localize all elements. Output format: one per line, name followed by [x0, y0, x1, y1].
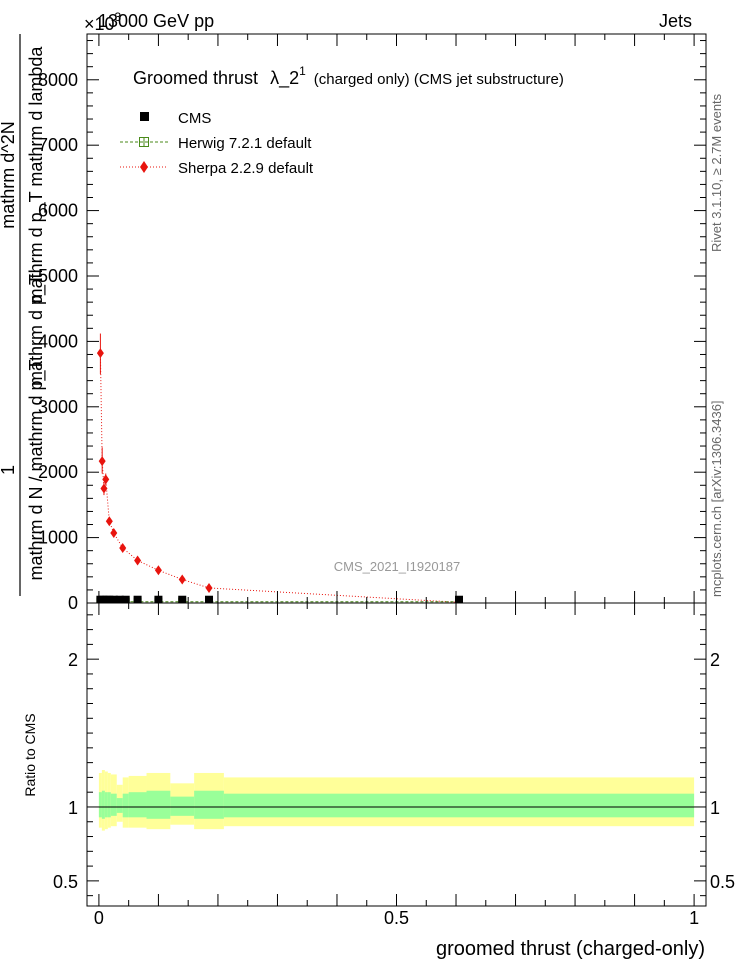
ratio-y-tick-label: 0.5 [53, 872, 78, 892]
ratio-y-tick-label: 2 [68, 650, 78, 670]
ratio-y-tick-label-right: 1 [710, 798, 720, 818]
x-tick-label: 0 [94, 908, 104, 928]
stat-uncertainty-band [170, 797, 194, 816]
mcplots-label: mcplots.cern.ch [arXiv:1306.3436] [709, 400, 724, 597]
svg-text:mathrm d N / mathrm d p_T: mathrm d N / mathrm d p_T [26, 359, 47, 580]
y-tick-label: 0 [68, 593, 78, 613]
stat-uncertainty-band [129, 792, 147, 817]
ratio-axis-label: Ratio to CMS [22, 713, 38, 796]
chart-canvas: 13000 GeV pp Jets ×103 01000200030004000… [0, 0, 746, 972]
stat-uncertainty-band [147, 791, 171, 819]
svg-text:mathrm d p_T: mathrm d p_T [26, 274, 47, 386]
stat-uncertainty-band [105, 792, 108, 817]
sherpa-point [155, 565, 162, 575]
sherpa-point [97, 348, 104, 358]
svg-text:1: 1 [0, 465, 18, 475]
ratio-y-tick-label: 1 [68, 798, 78, 818]
sherpa-point [119, 543, 126, 553]
stat-uncertainty-band [194, 791, 224, 819]
ratio-y-tick-label-right: 0.5 [710, 872, 735, 892]
x-tick-label: 1 [689, 908, 699, 928]
sherpa-point [106, 516, 113, 526]
legend-marker-cms [140, 112, 149, 121]
stat-uncertainty-band [102, 791, 105, 819]
stat-uncertainty-band [123, 794, 129, 818]
stat-uncertainty-band [111, 794, 117, 816]
ratio-y-tick-label-right: 2 [710, 650, 720, 670]
x-axis-label: groomed thrust (charged-only) [436, 938, 705, 960]
sherpa-point [179, 574, 186, 584]
sherpa-point [110, 528, 117, 538]
legend-marker-sherpa [140, 161, 148, 173]
plot-title: Groomed thrust λ_21 (charged only) (CMS je… [133, 64, 564, 89]
legend-label-sherpa: Sherpa 2.2.9 default [178, 160, 314, 177]
x-tick-label: 0.5 [384, 908, 409, 928]
legend-label-cms: CMS [178, 110, 211, 127]
svg-text:mathrm d p_T mathrm d lambda: mathrm d p_T mathrm d lambda [26, 46, 47, 304]
y-axis-label: 1 mathrm d N / mathrm d p_T mathrm d^2N … [0, 34, 47, 596]
header-jets: Jets [659, 11, 692, 31]
stat-uncertainty-band [224, 794, 694, 818]
stat-uncertainty-band [117, 798, 123, 813]
sherpa-point [99, 456, 106, 466]
rivet-label: Rivet 3.1.10, ≥ 2.7M events [709, 93, 724, 252]
legend-label-herwig: Herwig 7.2.1 default [178, 135, 312, 152]
ratio-plot-panel: 0.5 0.5 1 1 2 2 0 0.5 1 [53, 603, 735, 928]
stat-uncertainty-band [108, 792, 111, 817]
svg-text:mathrm d^2N: mathrm d^2N [0, 121, 18, 228]
stat-uncertainty-band [99, 792, 102, 817]
sherpa-point [206, 583, 213, 593]
legend: CMS Herwig 7.2.1 default Sherpa 2.2.9 de… [120, 110, 314, 177]
watermark: CMS_2021_I1920187 [334, 559, 461, 574]
sherpa-point [134, 555, 141, 565]
